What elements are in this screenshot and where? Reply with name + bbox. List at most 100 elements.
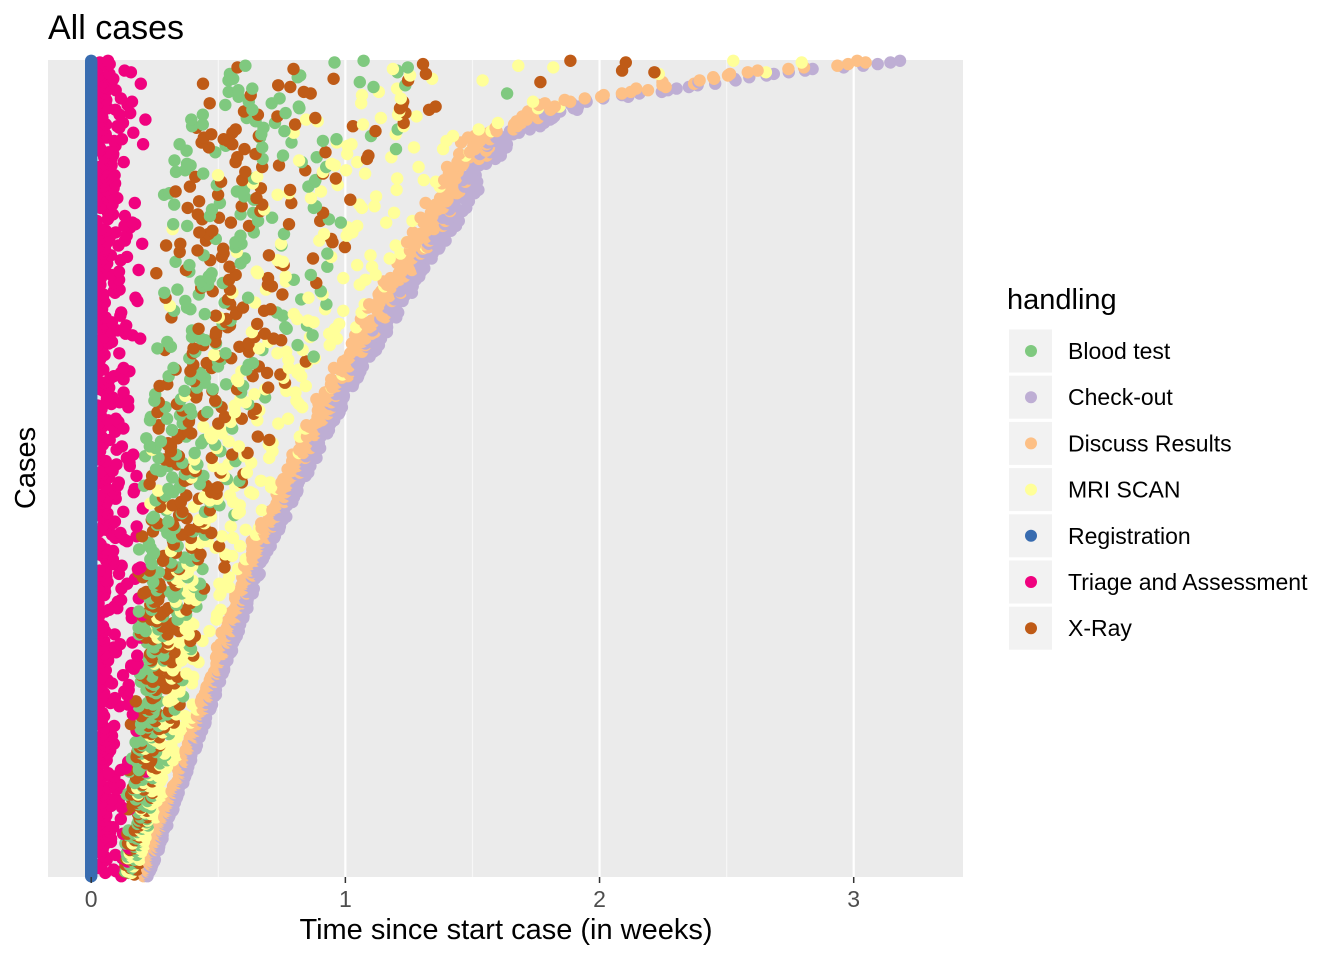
data-point — [150, 267, 163, 280]
data-point — [196, 118, 209, 131]
data-point — [209, 309, 222, 322]
data-point — [386, 62, 400, 76]
data-point — [191, 208, 204, 221]
data-point — [250, 191, 263, 205]
data-point — [109, 412, 123, 425]
data-point — [278, 124, 291, 138]
chart-title: All cases — [48, 9, 184, 47]
data-point — [327, 361, 341, 375]
data-point — [390, 183, 403, 197]
x-tick-label: 3 — [847, 886, 860, 912]
data-point — [180, 667, 193, 680]
data-point — [173, 138, 186, 151]
data-point — [211, 188, 225, 201]
data-point — [337, 271, 350, 285]
data-point — [534, 75, 547, 89]
data-point — [292, 100, 305, 113]
data-point — [132, 543, 146, 556]
data-point — [446, 129, 460, 143]
data-point — [500, 87, 514, 100]
data-point — [276, 149, 290, 162]
x-tick-label: 1 — [339, 886, 352, 912]
data-point — [196, 562, 209, 576]
data-point — [281, 412, 295, 425]
data-point — [558, 93, 571, 107]
data-point — [192, 322, 205, 335]
data-point — [287, 307, 300, 321]
data-point — [127, 126, 140, 139]
legend-key-dot — [1025, 391, 1037, 404]
data-point — [223, 260, 236, 273]
data-point — [327, 72, 340, 86]
data-point — [130, 520, 143, 533]
data-point — [197, 167, 210, 180]
data-point — [252, 342, 266, 355]
data-point — [330, 133, 343, 146]
legend-title: handling — [1007, 284, 1117, 316]
data-point — [205, 451, 218, 465]
data-point — [136, 237, 149, 250]
data-point — [328, 56, 341, 69]
data-point — [357, 54, 370, 67]
data-point — [109, 848, 122, 862]
data-point — [168, 198, 181, 211]
data-point — [353, 75, 366, 89]
data-point — [239, 165, 252, 179]
legend-label: Check-out — [1068, 384, 1173, 410]
data-point — [288, 118, 302, 131]
data-point — [346, 120, 360, 133]
data-point — [219, 378, 233, 391]
data-point — [538, 97, 552, 110]
data-point — [187, 342, 200, 355]
data-point — [648, 66, 661, 79]
data-point — [232, 84, 245, 97]
data-point — [215, 530, 229, 543]
data-point — [547, 61, 560, 74]
data-point — [246, 82, 259, 95]
data-point — [198, 307, 211, 321]
data-point — [389, 239, 402, 252]
data-point — [356, 118, 370, 131]
data-point — [277, 227, 291, 241]
data-point — [429, 100, 442, 113]
data-point — [113, 347, 126, 360]
data-point — [112, 476, 126, 489]
data-point — [191, 244, 204, 257]
data-point — [564, 54, 577, 67]
data-point — [218, 561, 231, 574]
data-point — [130, 469, 143, 483]
data-point — [185, 113, 198, 126]
data-point — [120, 250, 134, 264]
data-point — [183, 258, 196, 272]
data-point — [314, 185, 328, 198]
data-point — [256, 141, 269, 154]
data-point — [321, 260, 334, 273]
data-point — [344, 193, 357, 206]
data-point — [279, 270, 292, 283]
data-point — [212, 539, 226, 553]
data-point — [419, 67, 433, 81]
data-point — [196, 108, 209, 121]
data-point — [248, 388, 261, 401]
data-point — [239, 523, 252, 536]
data-point — [165, 423, 179, 437]
data-point — [118, 209, 132, 223]
data-point — [369, 190, 383, 203]
data-point — [670, 82, 683, 95]
data-point — [223, 489, 237, 502]
data-point — [453, 147, 466, 161]
data-points — [85, 54, 907, 883]
data-point — [151, 342, 164, 355]
data-point — [255, 504, 269, 517]
data-point — [406, 226, 420, 239]
data-point — [272, 79, 285, 92]
legend-key-dot — [1025, 345, 1037, 357]
data-point — [132, 605, 146, 618]
data-point — [235, 200, 248, 213]
data-point — [115, 133, 129, 146]
data-point — [319, 146, 332, 159]
data-point — [367, 80, 380, 94]
data-point — [158, 286, 171, 299]
data-point — [751, 64, 764, 77]
